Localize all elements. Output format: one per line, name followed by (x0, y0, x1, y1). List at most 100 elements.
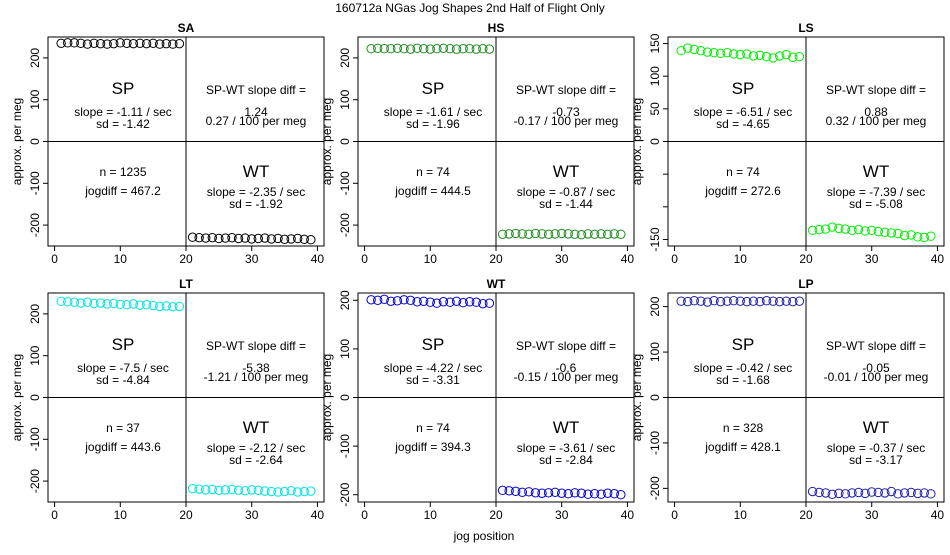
data-point (194, 484, 204, 494)
data-point (109, 38, 119, 49)
data-point (827, 489, 837, 499)
data-point (405, 295, 416, 305)
data-point (115, 299, 125, 309)
data-point (676, 296, 686, 306)
x-tick-label: 20 (799, 508, 813, 522)
data-point (366, 295, 376, 305)
data-point (886, 486, 897, 497)
data-point (484, 298, 495, 308)
y-tick-label: 100 (648, 342, 662, 362)
data-point (543, 488, 554, 498)
data-point (840, 489, 851, 499)
data-point (742, 296, 752, 307)
wt-sd: sd = -3.17 (849, 453, 903, 467)
slope-diff-value: -0.6 (556, 361, 577, 375)
y-tick-label: 0 (648, 394, 662, 401)
data-point (616, 229, 626, 239)
wt-slope: slope = -0.87 / sec (517, 185, 615, 199)
data-point (570, 229, 580, 239)
data-point (609, 489, 619, 499)
wt-sd: sd = -1.92 (229, 197, 283, 211)
data-point (814, 487, 824, 498)
data-point (683, 43, 693, 53)
data-point (761, 296, 772, 306)
data-point (148, 38, 158, 48)
data-point (102, 39, 112, 49)
data-point (141, 38, 152, 49)
y-tick-label: -100 (338, 171, 352, 195)
data-point (735, 49, 745, 60)
y-tick-label: 200 (28, 304, 42, 324)
data-point (530, 488, 541, 498)
data-point (141, 300, 152, 310)
data-point (847, 225, 857, 236)
x-tick-label: 20 (489, 252, 503, 266)
y-tick-label: 200 (338, 290, 352, 310)
slope-diff-label: SP-WT slope diff = (826, 83, 926, 97)
panel-title: LT (179, 277, 193, 291)
x-tick-label: 30 (865, 508, 879, 522)
data-point (511, 486, 521, 497)
data-point (425, 44, 435, 54)
data-point (702, 297, 713, 307)
panel-ls: LS 0 10 20 30 40 -150 0 50 100 150 approx. per meg S… (630, 21, 945, 266)
data-point (484, 44, 495, 54)
x-tick-label: 40 (621, 508, 635, 522)
x-tick-label: 20 (179, 508, 193, 522)
y-tick-label: 200 (648, 296, 662, 316)
data-point (748, 296, 759, 306)
data-point (583, 489, 593, 499)
y-axis-label: approx. per meg (630, 98, 644, 185)
data-point (306, 486, 316, 496)
x-tick-label: 0 (51, 508, 58, 522)
x-tick-label: 0 (361, 508, 368, 522)
sp-sd: sd = -1.68 (716, 373, 770, 387)
data-point (109, 298, 119, 309)
data-point (913, 488, 923, 499)
x-tick-label: 10 (734, 252, 748, 266)
data-point (821, 488, 831, 498)
data-point (906, 230, 916, 240)
data-point (557, 228, 567, 239)
data-point (425, 297, 435, 307)
data-point (253, 485, 263, 495)
data-point (465, 297, 475, 307)
x-tick-label: 0 (361, 252, 368, 266)
data-point (306, 235, 316, 245)
data-point (497, 485, 508, 496)
data-point (386, 296, 396, 306)
data-point (279, 486, 290, 497)
data-point (702, 47, 713, 57)
y-tick-label: 100 (648, 66, 662, 86)
wt-slope: slope = -0.37 / sec (827, 441, 925, 455)
x-tick-label: 30 (865, 252, 879, 266)
data-point (412, 43, 422, 53)
data-point (893, 228, 903, 239)
data-point (814, 224, 824, 235)
x-tick-label: 0 (671, 508, 678, 522)
data-point (603, 229, 613, 239)
x-tick-label: 40 (621, 252, 635, 266)
x-tick-label: 40 (931, 252, 945, 266)
x-tick-label: 40 (311, 252, 325, 266)
data-point (247, 234, 257, 244)
data-point (880, 488, 890, 498)
data-point (95, 38, 106, 49)
data-point (82, 39, 93, 49)
data-point (834, 223, 844, 234)
y-axis-label: approx. per meg (10, 98, 24, 185)
data-point (867, 487, 877, 497)
data-point (715, 296, 726, 307)
data-point (603, 488, 613, 498)
data-point (279, 234, 290, 245)
data-point (76, 298, 86, 308)
data-point (82, 297, 93, 307)
jogdiff: jogdiff = 443.6 (84, 440, 161, 454)
data-point (392, 43, 403, 53)
panel-title: WT (487, 277, 506, 291)
data-point (609, 229, 619, 239)
panel-hs: HS 0 10 20 30 40 -200 -100 0 100 200 approx. per me… (320, 21, 635, 266)
data-point (550, 229, 560, 239)
sp-sd: sd = -1.42 (96, 117, 150, 131)
n-count: n = 74 (416, 165, 450, 179)
